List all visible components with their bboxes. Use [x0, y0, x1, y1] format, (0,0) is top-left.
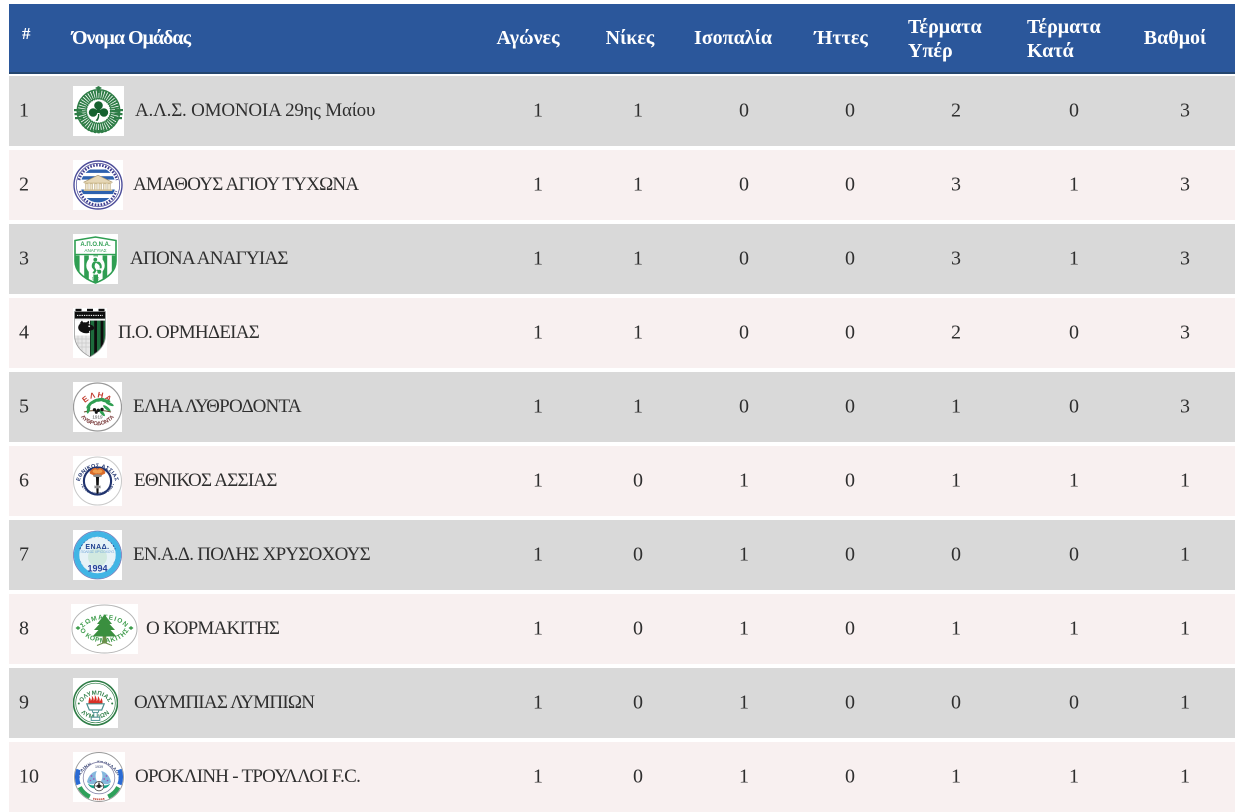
svg-text:Α.Π.Ο.Ν.Α.: Α.Π.Ο.Ν.Α.: [80, 242, 111, 248]
svg-text:1919: 1919: [92, 415, 103, 420]
svg-text:1956: 1956: [92, 277, 100, 281]
svg-text:ΑΝΑΓΥΙΑΣ: ΑΝΑΓΥΙΑΣ: [84, 248, 106, 253]
svg-text:1965: 1965: [95, 486, 101, 489]
svg-text:ΠΟΛΕΩΣ ΧΡΥΣΟΧΟΥΣ: ΠΟΛΕΩΣ ΧΡΥΣΟΧΟΥΣ: [81, 550, 115, 554]
svg-text:1994: 1994: [87, 564, 107, 574]
svg-text:ΑΜΑΘΟΥΣ F.C.: ΑΜΑΘΟΥΣ F.C.: [87, 195, 108, 199]
svg-text:1939: 1939: [95, 765, 103, 769]
svg-text:ΕΝΑΔ.: ΕΝΑΔ.: [85, 544, 109, 551]
